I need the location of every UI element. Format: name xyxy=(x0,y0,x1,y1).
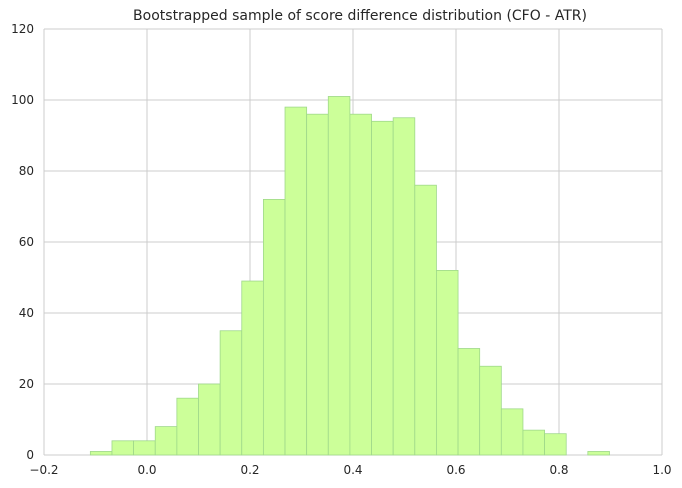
histogram-bar xyxy=(457,348,481,456)
y-tick-label: 0 xyxy=(26,448,34,462)
grid-layer xyxy=(43,28,663,456)
histogram-bar xyxy=(241,280,264,456)
y-tick-label: 80 xyxy=(19,164,34,178)
x-axis-ticks: −0.2 0.0 0.2 0.4 0.6 0.8 1.0 xyxy=(29,463,671,477)
histogram-bar xyxy=(262,198,286,456)
x-tick-label: 0.6 xyxy=(446,463,465,477)
y-tick-label: 40 xyxy=(19,306,34,320)
x-tick-label: 1.0 xyxy=(652,463,671,477)
histogram-bar xyxy=(522,429,545,456)
histogram-bar xyxy=(371,120,394,456)
histogram-bar xyxy=(219,330,243,456)
histogram-bar xyxy=(392,117,416,456)
y-tick-label: 100 xyxy=(11,93,34,107)
x-tick-label: 0.4 xyxy=(343,463,362,477)
histogram-bar xyxy=(436,269,459,456)
y-tick-label: 60 xyxy=(19,235,34,249)
x-tick-label: 0.0 xyxy=(137,463,156,477)
histogram-bar xyxy=(133,440,156,456)
histogram-bar xyxy=(176,397,199,456)
x-tick-label: 0.2 xyxy=(240,463,259,477)
histogram-bar xyxy=(500,408,524,456)
histogram-bar xyxy=(284,106,308,456)
histogram-bar xyxy=(154,426,178,456)
y-tick-label: 20 xyxy=(19,377,34,391)
histogram-bar xyxy=(327,96,351,456)
histogram-bar xyxy=(89,451,113,456)
x-tick-label: −0.2 xyxy=(29,463,58,477)
histogram-bar xyxy=(587,451,610,456)
histogram-bar xyxy=(111,440,135,456)
bars-layer xyxy=(89,96,610,456)
y-tick-label: 120 xyxy=(11,22,34,36)
x-tick-label: 0.8 xyxy=(549,463,568,477)
histogram-bar xyxy=(414,184,437,456)
chart-title: Bootstrapped sample of score difference … xyxy=(133,8,587,24)
histogram-bar xyxy=(198,383,221,456)
y-axis-ticks: 0 20 40 60 80 100 120 xyxy=(11,22,34,462)
histogram-bar xyxy=(544,433,567,456)
histogram-bar xyxy=(479,365,502,456)
histogram-bar xyxy=(306,113,329,456)
histogram-bar xyxy=(349,113,372,456)
